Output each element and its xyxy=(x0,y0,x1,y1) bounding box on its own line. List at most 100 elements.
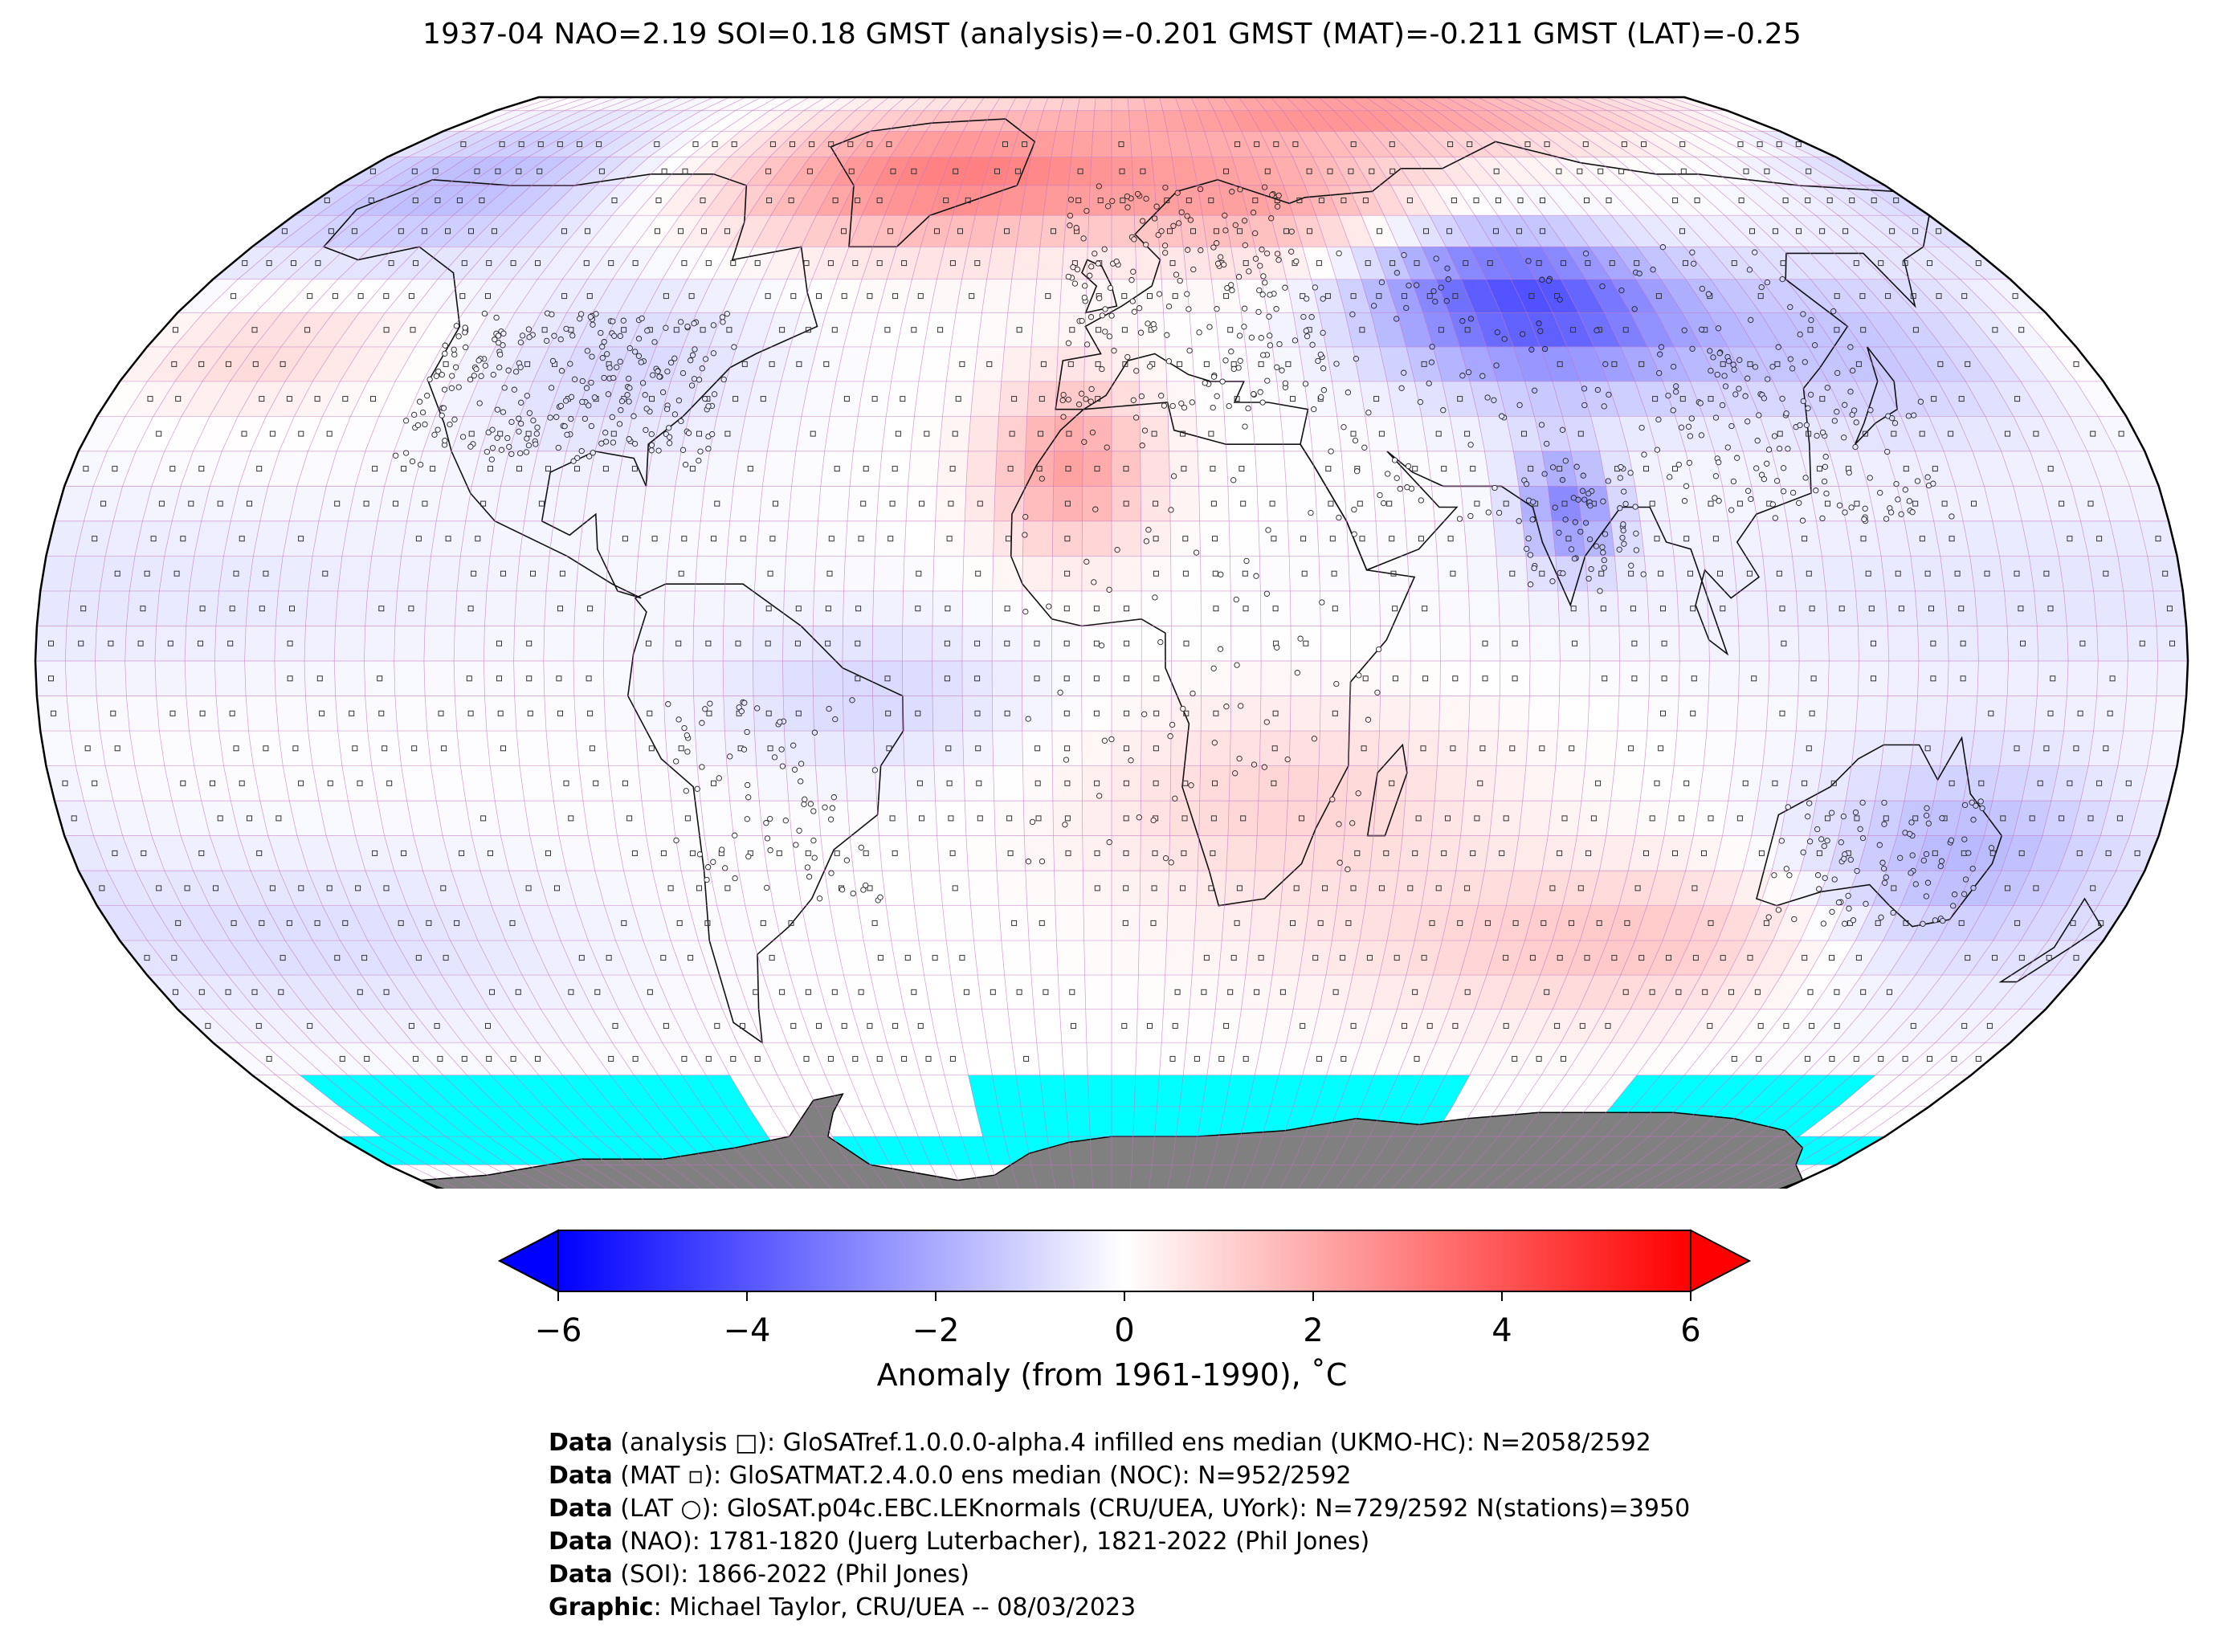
anomaly-cell xyxy=(1754,940,1801,976)
anomaly-cell xyxy=(174,940,228,976)
anomaly-cell xyxy=(608,765,642,802)
anomaly-cell xyxy=(1029,940,1059,976)
anomaly-cell xyxy=(1260,591,1291,626)
anomaly-cell xyxy=(304,626,336,661)
anomaly-cell xyxy=(753,661,784,696)
anomaly-cell xyxy=(1875,765,1911,802)
anomaly-cell xyxy=(227,975,282,1010)
anomaly-cell xyxy=(2013,801,2051,836)
anomaly-cell xyxy=(1218,940,1250,976)
anomaly-cell xyxy=(1112,1042,1137,1075)
anomaly-cell xyxy=(105,520,143,557)
anomaly-cell xyxy=(1525,731,1558,766)
anomaly-cell xyxy=(1761,1009,1813,1043)
anomaly-cell xyxy=(727,520,760,557)
anomaly-cell xyxy=(1261,1009,1294,1043)
anomaly-cell xyxy=(1402,801,1435,836)
anomaly-cell xyxy=(1513,940,1553,976)
anomaly-cell xyxy=(1112,871,1141,906)
anomaly-cell xyxy=(456,731,491,766)
anomaly-cell xyxy=(1397,975,1434,1010)
anomaly-cell xyxy=(1940,556,1975,591)
anomaly-cell xyxy=(505,940,549,976)
anomaly-cell xyxy=(783,591,814,626)
anomaly-cell xyxy=(84,486,123,521)
anomaly-cell xyxy=(1276,905,1309,941)
anomaly-cell xyxy=(2029,731,2064,766)
anomaly-cell xyxy=(1938,905,1985,941)
anomaly-cell xyxy=(2004,591,2038,626)
anomaly-cell xyxy=(495,975,541,1010)
anomaly-cell xyxy=(818,486,850,521)
anomaly-cell xyxy=(1858,661,1889,696)
anomaly-cell xyxy=(759,486,792,521)
anomaly-cell xyxy=(1644,731,1677,766)
anomaly-cell xyxy=(455,695,487,731)
anomaly-cell xyxy=(1942,940,1993,976)
anomaly-cell xyxy=(1493,520,1526,557)
anomaly-cell xyxy=(1365,871,1399,906)
anomaly-cell xyxy=(1827,1042,1886,1075)
anomaly-cell xyxy=(1498,695,1530,731)
anomaly-cell xyxy=(1640,765,1675,802)
anomaly-cell xyxy=(1325,940,1360,976)
anomaly-cell xyxy=(289,486,327,521)
anomaly-cell xyxy=(529,835,567,871)
anomaly-cell xyxy=(1398,1042,1436,1075)
anomaly-cell xyxy=(1459,940,1498,976)
anomaly-cell xyxy=(1165,940,1194,976)
anomaly-cell xyxy=(953,1106,983,1137)
anomaly-cell xyxy=(189,556,224,591)
anomaly-cell xyxy=(1610,1009,1657,1043)
anomaly-cell xyxy=(1969,556,2005,591)
anomaly-cell xyxy=(1785,1009,1838,1043)
anomaly-cell xyxy=(296,835,337,871)
anomaly-cell xyxy=(753,626,784,661)
anomaly-cell xyxy=(1186,1009,1216,1043)
anomaly-cell xyxy=(1376,520,1408,557)
anomaly-cell xyxy=(246,591,279,626)
anomaly-cell xyxy=(935,486,966,521)
anomaly-cell xyxy=(437,1042,492,1075)
anomaly-cell xyxy=(367,731,402,766)
anomaly-cell xyxy=(516,731,549,766)
anomaly-cell xyxy=(294,905,341,941)
anomaly-cell xyxy=(35,626,67,661)
anomaly-cell xyxy=(1915,940,1966,976)
anomaly-cell xyxy=(759,801,792,836)
anomaly-cell xyxy=(214,626,247,661)
anomaly-cell xyxy=(1704,556,1737,591)
anomaly-cell xyxy=(876,486,908,521)
anomaly-cell xyxy=(96,905,148,941)
anomaly-cell xyxy=(1349,591,1381,626)
anomaly-cell xyxy=(1798,626,1830,661)
anomaly-cell xyxy=(46,520,84,557)
anomaly-cell xyxy=(1470,626,1500,661)
anomaly-cell xyxy=(1486,1009,1527,1043)
anomaly-cell xyxy=(1858,835,1897,871)
anomaly-cell xyxy=(962,556,994,591)
anomaly-cell xyxy=(1011,1042,1040,1075)
anomaly-cell xyxy=(1728,520,1763,557)
anomaly-cell xyxy=(604,695,636,731)
anomaly-cell xyxy=(1405,520,1438,557)
anomaly-cell xyxy=(1461,1009,1501,1043)
anomaly-cell xyxy=(468,975,515,1010)
anomaly-cell xyxy=(1828,626,1859,661)
anomaly-cell xyxy=(229,1009,288,1043)
anomaly-cell xyxy=(1957,871,2002,906)
anomaly-cell xyxy=(1660,1042,1711,1075)
anomaly-cell xyxy=(1007,1009,1037,1043)
anomaly-cell xyxy=(1346,520,1378,557)
anomaly-cell xyxy=(1846,765,1882,802)
anomaly-cell xyxy=(442,975,489,1010)
anomaly-cell xyxy=(1211,1009,1242,1043)
anomaly-cell xyxy=(652,871,689,906)
anomaly-cell xyxy=(970,905,1002,941)
anomaly-cell xyxy=(1497,1075,1542,1107)
anomaly-cell xyxy=(182,905,231,941)
anomaly-cell xyxy=(1493,765,1526,802)
anomaly-cell xyxy=(566,1009,613,1043)
anomaly-cell xyxy=(355,835,394,871)
anomaly-cell xyxy=(1888,940,1939,976)
